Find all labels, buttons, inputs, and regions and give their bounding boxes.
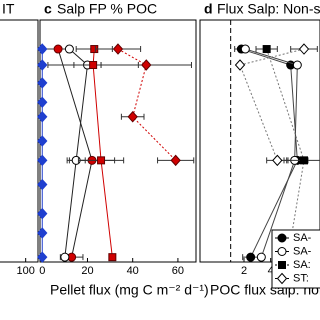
legend-label: SA-: [293, 245, 312, 257]
x-tick-label: 60: [172, 265, 184, 277]
legend-marker: [278, 261, 286, 269]
marker: [300, 156, 308, 165]
panel-title: Salp FP % POC: [57, 1, 157, 17]
marker: [53, 44, 63, 54]
x-tick-label: 40: [127, 265, 139, 277]
marker: [298, 43, 310, 55]
marker: [37, 43, 48, 55]
series-line: [92, 49, 113, 258]
marker: [246, 252, 256, 262]
marker: [170, 154, 181, 167]
marker: [262, 45, 271, 54]
marker: [112, 43, 124, 55]
legend-label: SA-: [293, 232, 312, 244]
x-tick-label: 100: [16, 265, 34, 277]
legend-marker: [277, 233, 287, 243]
marker: [37, 59, 48, 71]
marker: [292, 60, 302, 70]
x-axis-label: Pellet flux (mg C m⁻² d⁻¹): [50, 282, 209, 298]
marker: [97, 156, 106, 165]
marker: [89, 61, 98, 70]
marker: [37, 135, 48, 147]
panel-title: IT: [2, 1, 15, 17]
marker: [127, 111, 138, 123]
marker: [37, 207, 48, 220]
legend-marker: [277, 247, 287, 256]
marker: [256, 252, 266, 262]
x-tick-label: 2: [241, 265, 247, 277]
x-tick-label: 0: [39, 265, 45, 277]
marker: [272, 154, 283, 167]
marker: [37, 111, 48, 123]
panel-title: Flux Salp: Non-sa: [217, 1, 320, 17]
panel-label: c: [44, 1, 52, 17]
panel-label: d: [204, 1, 213, 17]
marker: [108, 253, 117, 262]
marker: [234, 59, 246, 71]
series-line: [64, 48, 89, 258]
series-line: [241, 48, 298, 258]
marker: [60, 252, 70, 262]
marker: [37, 96, 48, 109]
marker: [37, 227, 48, 239]
marker: [141, 59, 152, 71]
legend-label: SA:: [293, 259, 311, 271]
marker: [240, 44, 250, 54]
marker: [37, 77, 48, 89]
legend-marker: [276, 272, 288, 285]
series-line: [117, 48, 177, 161]
marker: [37, 251, 48, 263]
marker: [37, 154, 48, 167]
plot-frame: [199, 19, 320, 263]
legend-label: ST:: [293, 272, 309, 284]
x-tick-label: 4: [268, 265, 274, 277]
marker: [64, 44, 74, 54]
x-tick-label: 20: [81, 265, 93, 277]
marker: [37, 178, 48, 191]
